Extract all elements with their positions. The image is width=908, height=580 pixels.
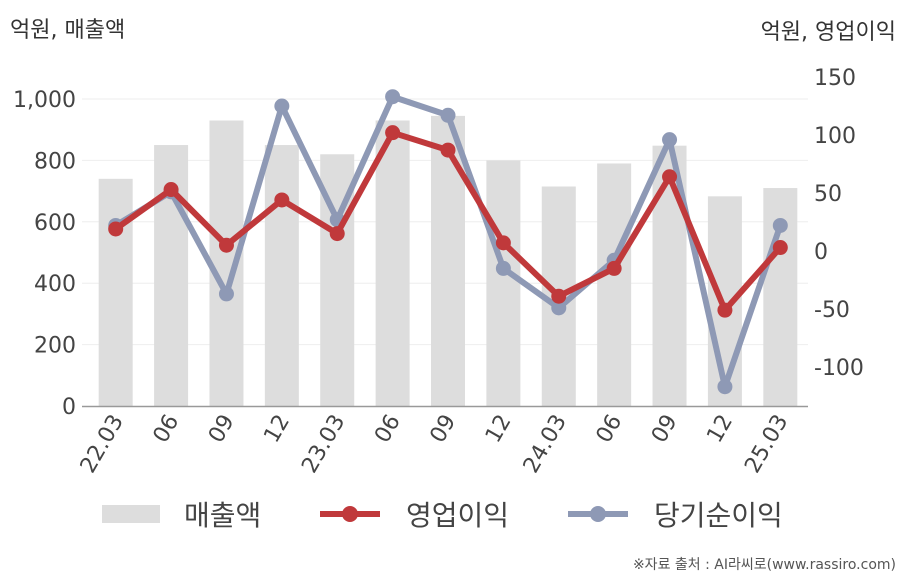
legend-swatch-op-line <box>320 506 380 522</box>
bar-revenue <box>264 145 299 407</box>
y-right-tick-label: 50 <box>814 182 842 207</box>
x-tick-label: 23.03 <box>297 411 350 478</box>
x-tick-label: 06 <box>370 411 406 448</box>
x-tick-label: 12 <box>259 411 295 448</box>
operating-profit-point <box>385 125 401 141</box>
y-left-tick-label: 800 <box>34 149 76 174</box>
y-left-tick-label: 200 <box>34 334 76 359</box>
x-tick-label: 12 <box>481 411 517 448</box>
legend: 매출액 영업이익 당기순이익 <box>0 492 908 536</box>
net-income-point <box>662 132 678 148</box>
y-left-tick-label: 600 <box>34 211 76 236</box>
combo-chart: 0 200 400 600 800 1,000 -100 -50 0 50 100 150 22.03 0… <box>13 66 864 478</box>
x-tick-label: 06 <box>592 411 628 448</box>
y-left-tick-label: 400 <box>34 272 76 297</box>
y-right-tick-label: -50 <box>814 298 850 323</box>
legend-item-revenue: 매출액 <box>102 492 261 536</box>
bar-revenue <box>486 160 521 406</box>
operating-profit-point <box>495 235 511 251</box>
bar-revenue <box>98 178 133 406</box>
legend-swatch-bar <box>102 505 160 523</box>
legend-swatch-net-line <box>568 506 628 522</box>
operating-profit-point <box>606 260 622 276</box>
operating-profit-point <box>108 221 124 237</box>
net-income-point <box>274 98 290 114</box>
y-right-tick-label: 150 <box>814 66 856 91</box>
operating-profit-point <box>329 226 345 242</box>
legend-label-net-income: 당기순이익 <box>654 499 783 532</box>
net-income-point <box>218 286 234 302</box>
y-right-tick-label: -100 <box>814 356 864 381</box>
legend-item-net-income: 당기순이익 <box>566 492 783 536</box>
x-tick-label: 12 <box>702 411 738 448</box>
y-left-tick-label: 1,000 <box>13 88 76 113</box>
bar-revenue <box>597 163 632 406</box>
legend-label-revenue: 매출액 <box>184 499 262 532</box>
operating-profit-point <box>274 192 290 208</box>
net-income-point <box>551 300 567 316</box>
net-income-point <box>385 89 401 105</box>
net-income-point <box>440 107 456 123</box>
y-right-tick-label: 100 <box>814 124 856 149</box>
legend-item-operating-profit: 영업이익 <box>318 492 509 536</box>
source-note: ※자료 출처 : AI라씨로(www.rassiro.com) <box>632 557 896 573</box>
y-left-tick-label: 0 <box>62 395 76 420</box>
y-right-tick-label: 0 <box>814 240 828 265</box>
legend-label-operating-profit: 영업이익 <box>406 499 510 532</box>
operating-profit-point <box>440 142 456 158</box>
x-tick-label: 09 <box>426 411 462 448</box>
x-tick-label: 24.03 <box>519 411 572 478</box>
left-axis-unit: 억원, 매출액 <box>10 18 126 43</box>
bar-revenue <box>431 115 465 406</box>
net-income-point <box>495 260 511 276</box>
right-axis-unit: 억원, 영업이익 <box>760 20 896 45</box>
net-income-point <box>772 217 788 233</box>
x-tick-label: 25.03 <box>740 411 793 478</box>
operating-profit-point <box>717 302 733 318</box>
operating-profit-point <box>163 182 179 198</box>
x-tick-label: 09 <box>204 411 240 448</box>
operating-profit-point <box>772 240 788 256</box>
bar-revenue <box>375 120 410 407</box>
x-tick-label: 22.03 <box>76 411 129 478</box>
x-tick-label: 06 <box>149 411 185 448</box>
operating-profit-point <box>551 288 567 304</box>
operating-profit-point <box>218 237 234 253</box>
operating-profit-point <box>662 169 678 185</box>
x-tick-label: 09 <box>647 411 683 448</box>
net-income-point <box>717 379 733 395</box>
